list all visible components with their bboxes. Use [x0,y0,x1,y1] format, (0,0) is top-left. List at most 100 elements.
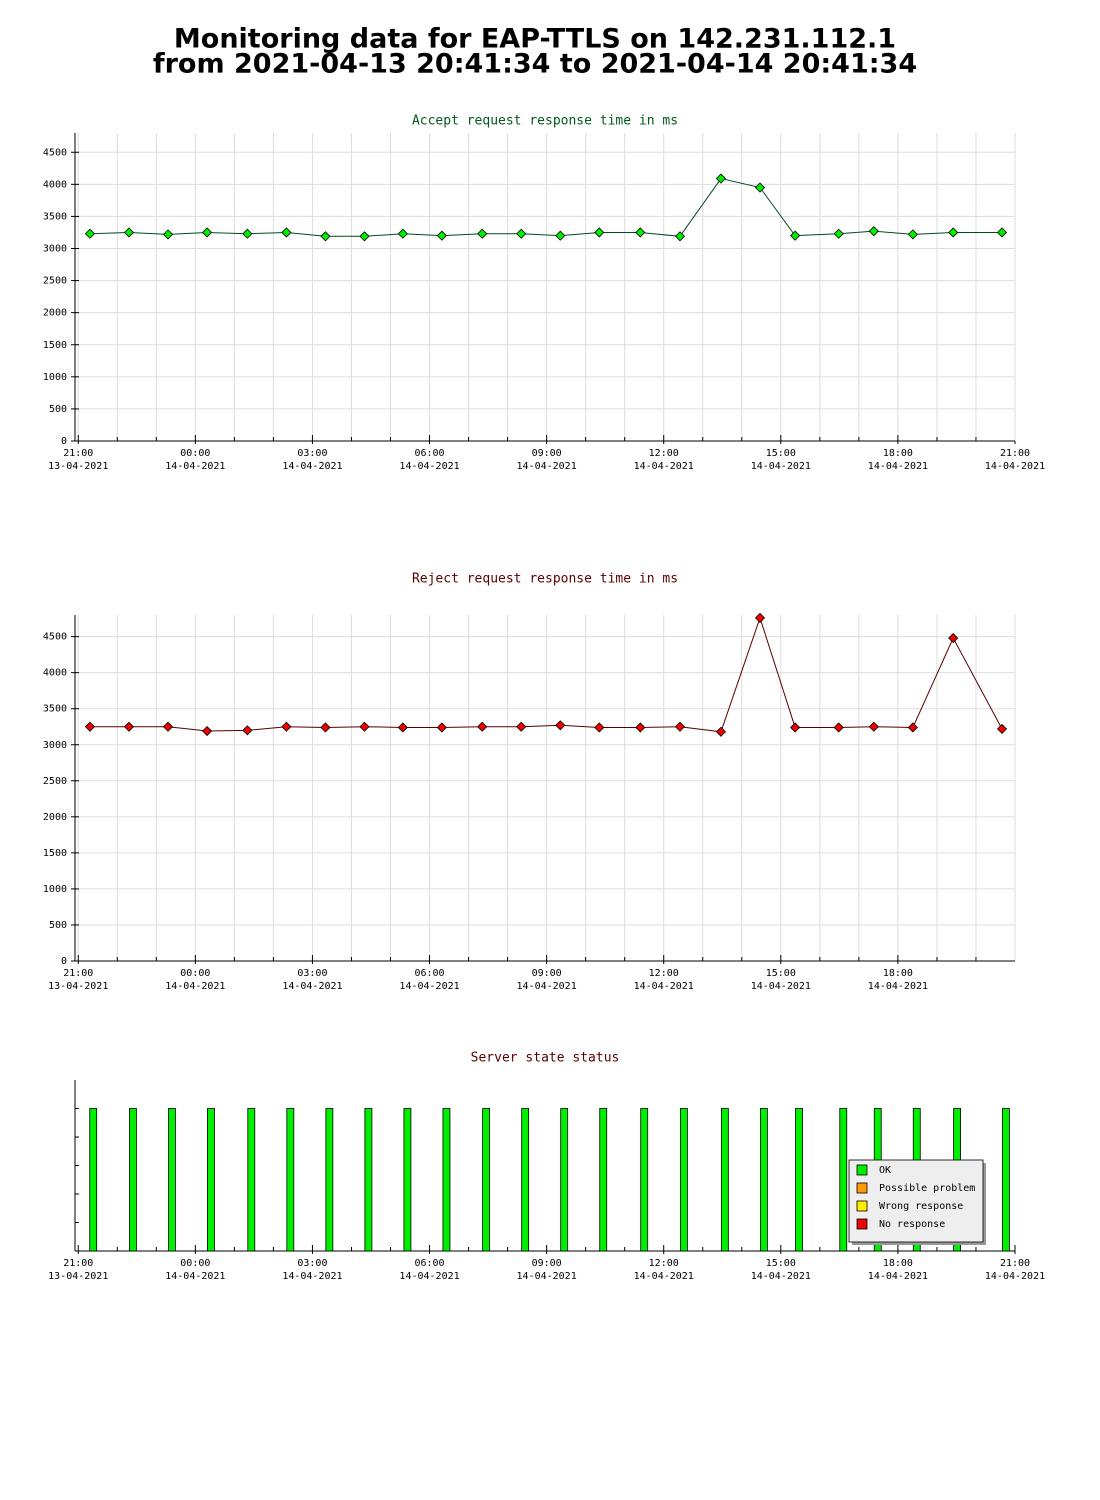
legend-box [848,1159,984,1243]
data-point [948,633,959,644]
data-point [555,720,566,731]
y-tick-label: 3500 [43,704,67,715]
data-point [84,721,96,732]
status-bar [679,1108,688,1252]
legend-swatch [856,1164,868,1176]
series-line [89,177,1002,237]
data-point [754,182,766,193]
x-tick-label: 15:00 [766,448,796,459]
x-tick-label: 00:00 [180,1258,210,1269]
page-title: Monitoring data for EAP-TTLS on 142.231.… [174,24,896,55]
y-tick-label: 2500 [43,776,67,787]
x-tick-label: 03:00 [297,968,327,979]
y-tick-label: 500 [49,404,67,415]
x-tick-label: 06:00 [414,448,444,459]
x-tick-label: 12:00 [649,968,679,979]
status-bar [442,1108,451,1252]
x-tick-label: 14-04-2021 [165,1271,225,1282]
x-tick-label: 14-04-2021 [517,981,577,992]
legend-swatch [856,1182,868,1194]
status-bar [599,1108,608,1252]
series-line [89,616,1003,733]
x-tick-label: 09:00 [532,968,562,979]
data-point [436,722,447,733]
x-tick-label: 14-04-2021 [282,1271,342,1282]
status-bar [403,1108,412,1252]
x-tick-label: 14-04-2021 [634,1271,694,1282]
x-tick-label: 21:00 [63,968,93,979]
x-tick-label: 21:00 [63,448,93,459]
data-point [674,721,686,732]
data-point [754,612,766,623]
legend-swatch [856,1218,868,1230]
x-tick-label: 15:00 [766,1258,796,1269]
x-tick-label: 13-04-2021 [48,461,108,472]
status-bar [207,1108,215,1252]
y-tick-label: 1500 [43,340,67,351]
y-tick-label: 1500 [43,848,67,859]
data-point [477,228,488,239]
data-point [436,230,447,241]
y-tick-label: 3000 [43,740,67,751]
status-bar [1001,1108,1010,1252]
data-point [84,228,96,239]
data-point [201,725,213,737]
data-point [594,722,605,733]
x-tick-label: 14-04-2021 [751,1271,811,1282]
status-bar [364,1108,373,1252]
status-bar [759,1108,768,1252]
y-tick-label: 0 [61,956,67,967]
y-tick-label: 4500 [43,632,67,643]
x-tick-label: 14-04-2021 [399,981,459,992]
data-point [516,721,527,732]
chart-title: Server state status [471,1051,620,1066]
x-tick-label: 21:00 [1000,1258,1030,1269]
x-tick-label: 06:00 [414,968,444,979]
chart-title: Accept request response time in ms [412,114,678,129]
data-point [281,227,292,238]
data-point [477,721,488,732]
x-tick-label: 14-04-2021 [399,1271,459,1282]
data-point [201,227,213,238]
data-point [715,726,727,737]
data-point [281,721,292,732]
data-point [674,231,686,242]
data-point [715,173,727,184]
page-subtitle: from 2021-04-13 20:41:34 to 2021-04-14 2… [153,49,917,80]
y-tick-label: 2000 [43,812,67,823]
data-point [123,227,135,238]
x-tick-label: 14-04-2021 [517,1271,577,1282]
x-tick-label: 03:00 [297,448,327,459]
status-bar [247,1108,256,1252]
data-point [635,722,646,733]
status-bar [795,1108,803,1252]
y-tick-label: 500 [49,920,67,931]
data-point [516,228,527,239]
x-tick-label: 12:00 [649,1258,679,1269]
y-tick-label: 2500 [43,276,67,287]
data-point [242,725,253,736]
x-tick-label: 14-04-2021 [751,981,811,992]
data-point [996,227,1008,238]
x-tick-label: 14-04-2021 [751,461,811,472]
data-point [790,230,801,241]
legend-label: Wrong response [879,1201,963,1212]
x-tick-label: 03:00 [297,1258,327,1269]
data-point [833,722,844,733]
y-tick-label: 4000 [43,668,67,679]
chart-title: Reject request response time in ms [412,572,678,587]
x-tick-label: 14-04-2021 [868,1271,928,1282]
data-point [162,229,174,240]
x-tick-label: 14-04-2021 [165,461,225,472]
data-point [162,721,174,732]
data-point [635,227,646,238]
legend-swatch [856,1200,868,1212]
legend-label: No response [879,1219,945,1230]
x-tick-label: 15:00 [766,968,796,979]
y-tick-label: 1000 [43,884,67,895]
data-point [397,228,408,239]
data-point [359,721,370,732]
x-tick-label: 14-04-2021 [282,981,342,992]
data-point [907,722,918,733]
